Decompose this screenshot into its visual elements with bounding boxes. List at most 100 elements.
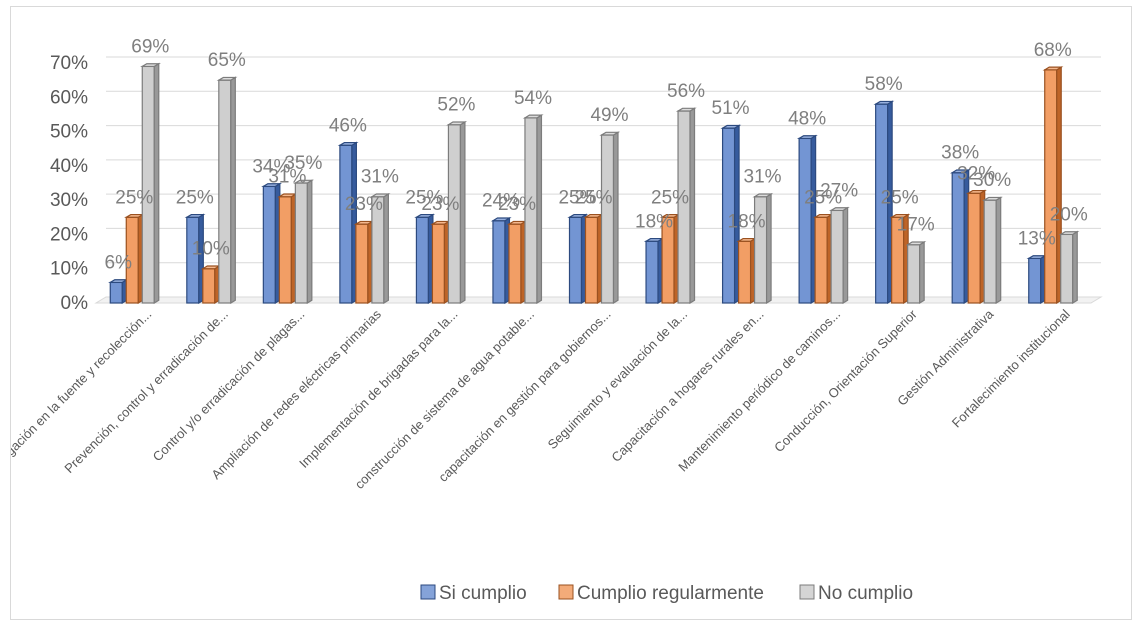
bar-cumplio-regularmente	[430, 220, 452, 305]
data-label: 23%	[421, 194, 459, 215]
bar-no-cumplio	[216, 76, 238, 305]
data-label: 25%	[881, 187, 919, 208]
legend-item-cumplio-regularmente[interactable]: Cumplio regularmente	[558, 583, 764, 604]
bar-cumplio-regularmente	[277, 192, 299, 305]
data-label: 25%	[405, 187, 443, 208]
bar-si-cumplio	[184, 213, 206, 305]
data-label: 25%	[176, 187, 214, 208]
data-label: 6%	[105, 252, 133, 273]
bar-cumplio-regularmente	[583, 213, 605, 305]
y-tick-label: 0%	[61, 293, 89, 314]
bar-si-cumplio	[337, 141, 359, 305]
data-label: 31%	[361, 167, 399, 188]
data-label: 31%	[268, 167, 306, 188]
data-label: 69%	[131, 36, 169, 57]
bar-no-cumplio	[752, 192, 774, 305]
data-label: 52%	[437, 95, 475, 116]
bar-cumplio-regularmente	[966, 189, 987, 305]
data-label: 18%	[728, 211, 766, 232]
bar-si-cumplio	[1026, 254, 1048, 305]
data-label: 20%	[1050, 204, 1088, 225]
legend-swatch	[799, 584, 815, 600]
data-label: 32%	[957, 163, 995, 184]
chart-area: 0% 10% 20% 30% 40% 50% 60% 70% 6% 25% 69% 25% 10% 65…	[0, 6, 1132, 620]
legend-label: Si cumplio	[439, 583, 527, 604]
y-tick-label: 50%	[50, 122, 88, 143]
category-label: Conducción, Orientación Superior	[771, 306, 920, 455]
bar-no-cumplio	[446, 120, 468, 305]
bar-no-cumplio	[140, 62, 161, 305]
data-label: 35%	[284, 153, 322, 174]
data-label: 31%	[744, 167, 782, 188]
bar-no-cumplio	[675, 107, 697, 305]
bar-si-cumplio	[261, 182, 283, 305]
bar-si-cumplio	[720, 124, 742, 305]
data-label: 10%	[192, 239, 230, 260]
bar-no-cumplio	[293, 179, 315, 305]
legend-swatch	[420, 584, 436, 600]
data-label: 65%	[208, 50, 246, 71]
data-label: 49%	[590, 105, 628, 126]
bar-cumplio-regularmente	[200, 264, 222, 305]
data-labels: 6%25%69%25%10%65%34%31%35%46%23%31%25%23…	[105, 36, 1088, 273]
data-label: 13%	[1018, 228, 1056, 249]
bar-no-cumplio	[1058, 230, 1080, 305]
category-label: Prevención, control y erradicación de...	[61, 307, 231, 477]
data-label: 56%	[667, 81, 705, 102]
bar-si-cumplio	[414, 213, 436, 305]
y-tick-label: 20%	[50, 224, 88, 245]
bar-no-cumplio	[369, 192, 391, 305]
bars	[108, 62, 1080, 305]
legend-swatch	[558, 584, 574, 600]
bar-no-cumplio	[982, 196, 1003, 305]
data-label: 23%	[498, 194, 536, 215]
data-label: 38%	[941, 143, 979, 164]
data-label: 34%	[252, 156, 290, 177]
bar-no-cumplio	[905, 240, 927, 305]
category-label: Mantenimiento periódico de caminos...	[675, 307, 843, 475]
y-tick-label: 30%	[50, 190, 88, 211]
bar-no-cumplio	[599, 131, 621, 305]
category-label: Implementación de brigadas para la...	[296, 307, 460, 471]
data-label: 25%	[574, 187, 612, 208]
data-label: 24%	[482, 191, 520, 212]
category-label: Ampliación de redes eléctricas primarias	[208, 306, 384, 482]
data-label: 27%	[820, 180, 858, 201]
data-label: 25%	[115, 187, 153, 208]
bar-cumplio-regularmente	[124, 213, 145, 305]
data-label: 58%	[865, 74, 903, 95]
data-label: 18%	[635, 211, 673, 232]
bar-cumplio-regularmente	[812, 213, 834, 305]
data-label: 48%	[788, 108, 826, 129]
bar-si-cumplio	[643, 237, 665, 305]
y-tick-label: 60%	[50, 87, 88, 108]
bar-cumplio-regularmente	[1042, 66, 1064, 305]
data-label: 51%	[712, 98, 750, 119]
data-label: 68%	[1034, 40, 1072, 61]
bar-cumplio-regularmente	[506, 220, 528, 305]
bar-si-cumplio	[490, 216, 512, 305]
data-label: 23%	[345, 194, 383, 215]
bar-cumplio-regularmente	[736, 237, 758, 305]
legend-item-no-cumplio[interactable]: No cumplio	[799, 583, 913, 604]
bar-cumplio-regularmente	[889, 213, 911, 305]
bar-si-cumplio	[873, 100, 895, 305]
data-label: 46%	[329, 115, 367, 136]
data-label: 25%	[558, 187, 596, 208]
y-tick-label: 70%	[50, 53, 88, 74]
data-label: 17%	[897, 215, 935, 236]
bar-si-cumplio	[108, 278, 129, 305]
bar-no-cumplio	[522, 114, 544, 305]
data-label: 25%	[804, 187, 842, 208]
legend-label: Cumplio regularmente	[577, 583, 764, 604]
bar-cumplio-regularmente	[353, 220, 375, 305]
legend-item-si-cumplio[interactable]: Si cumplio	[420, 583, 527, 604]
category-label: Control y/o erradicación de plagas...	[150, 307, 308, 465]
data-label: 30%	[973, 170, 1011, 191]
x-axis: Segregación en la fuente y recolección..…	[0, 306, 1073, 492]
category-label: Seguimiento y evaluación de la...	[545, 307, 691, 453]
y-tick-label: 10%	[50, 259, 88, 280]
category-label: capacitación en gestión para gobiernos..…	[435, 307, 613, 485]
data-label: 54%	[514, 88, 552, 109]
category-label: Capacitación a hogares rurales en...	[608, 307, 766, 465]
